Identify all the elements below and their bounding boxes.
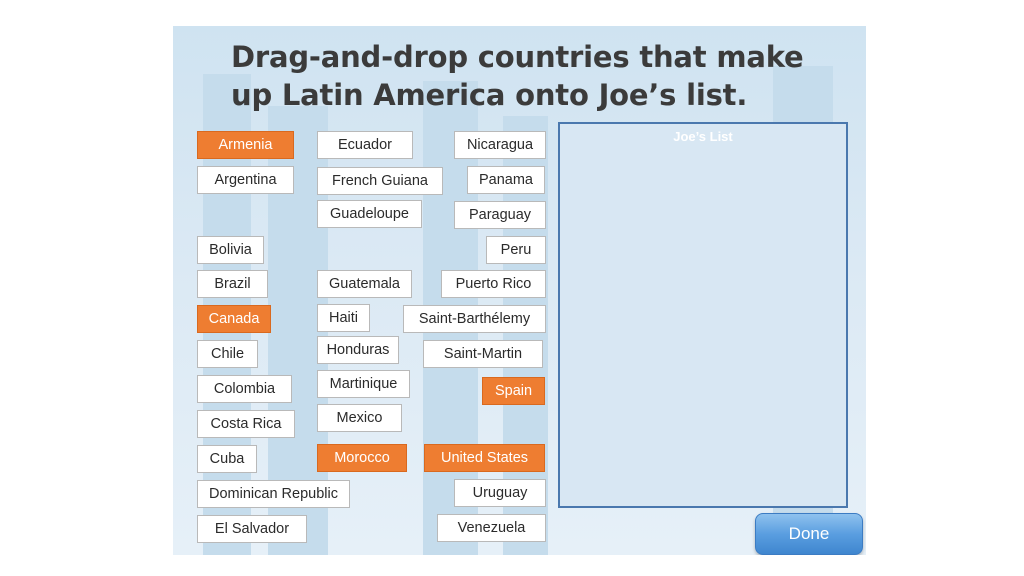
country-chip-puerto-rico[interactable]: Puerto Rico — [441, 270, 546, 298]
country-chip-venezuela[interactable]: Venezuela — [437, 514, 546, 542]
country-chip-mexico[interactable]: Mexico — [317, 404, 402, 432]
country-chip-colombia[interactable]: Colombia — [197, 375, 292, 403]
country-chip-el-salvador[interactable]: El Salvador — [197, 515, 307, 543]
country-chip-uruguay[interactable]: Uruguay — [454, 479, 546, 507]
done-button[interactable]: Done — [755, 513, 863, 555]
country-chip-martinique[interactable]: Martinique — [317, 370, 410, 398]
country-chip-bolivia[interactable]: Bolivia — [197, 236, 264, 264]
country-chip-chile[interactable]: Chile — [197, 340, 258, 368]
country-chip-paraguay[interactable]: Paraguay — [454, 201, 546, 229]
page-title: Drag-and-drop countries that make up Lat… — [231, 40, 804, 112]
country-chip-peru[interactable]: Peru — [486, 236, 546, 264]
country-chip-canada[interactable]: Canada — [197, 305, 271, 333]
country-chip-cuba[interactable]: Cuba — [197, 445, 257, 473]
country-chip-united-states[interactable]: United States — [424, 444, 545, 472]
country-chip-armenia[interactable]: Armenia — [197, 131, 294, 159]
country-chip-saint-barth-lemy[interactable]: Saint-Barthélemy — [403, 305, 546, 333]
country-chip-morocco[interactable]: Morocco — [317, 444, 407, 472]
country-chip-costa-rica[interactable]: Costa Rica — [197, 410, 295, 438]
country-chip-argentina[interactable]: Argentina — [197, 166, 294, 194]
country-chip-dominican-republic[interactable]: Dominican Republic — [197, 480, 350, 508]
country-chip-nicaragua[interactable]: Nicaragua — [454, 131, 546, 159]
country-chip-haiti[interactable]: Haiti — [317, 304, 370, 332]
joes-list-dropzone[interactable]: Joe’s List — [558, 122, 848, 508]
country-chip-brazil[interactable]: Brazil — [197, 270, 268, 298]
country-chip-guatemala[interactable]: Guatemala — [317, 270, 412, 298]
country-chip-saint-martin[interactable]: Saint-Martin — [423, 340, 543, 368]
country-chip-spain[interactable]: Spain — [482, 377, 545, 405]
country-chip-french-guiana[interactable]: French Guiana — [317, 167, 443, 195]
country-chip-guadeloupe[interactable]: Guadeloupe — [317, 200, 422, 228]
slide: Drag-and-drop countries that make up Lat… — [173, 26, 866, 555]
country-chip-panama[interactable]: Panama — [467, 166, 545, 194]
joes-list-title: Joe’s List — [673, 129, 733, 144]
country-chip-ecuador[interactable]: Ecuador — [317, 131, 413, 159]
country-chip-honduras[interactable]: Honduras — [317, 336, 399, 364]
